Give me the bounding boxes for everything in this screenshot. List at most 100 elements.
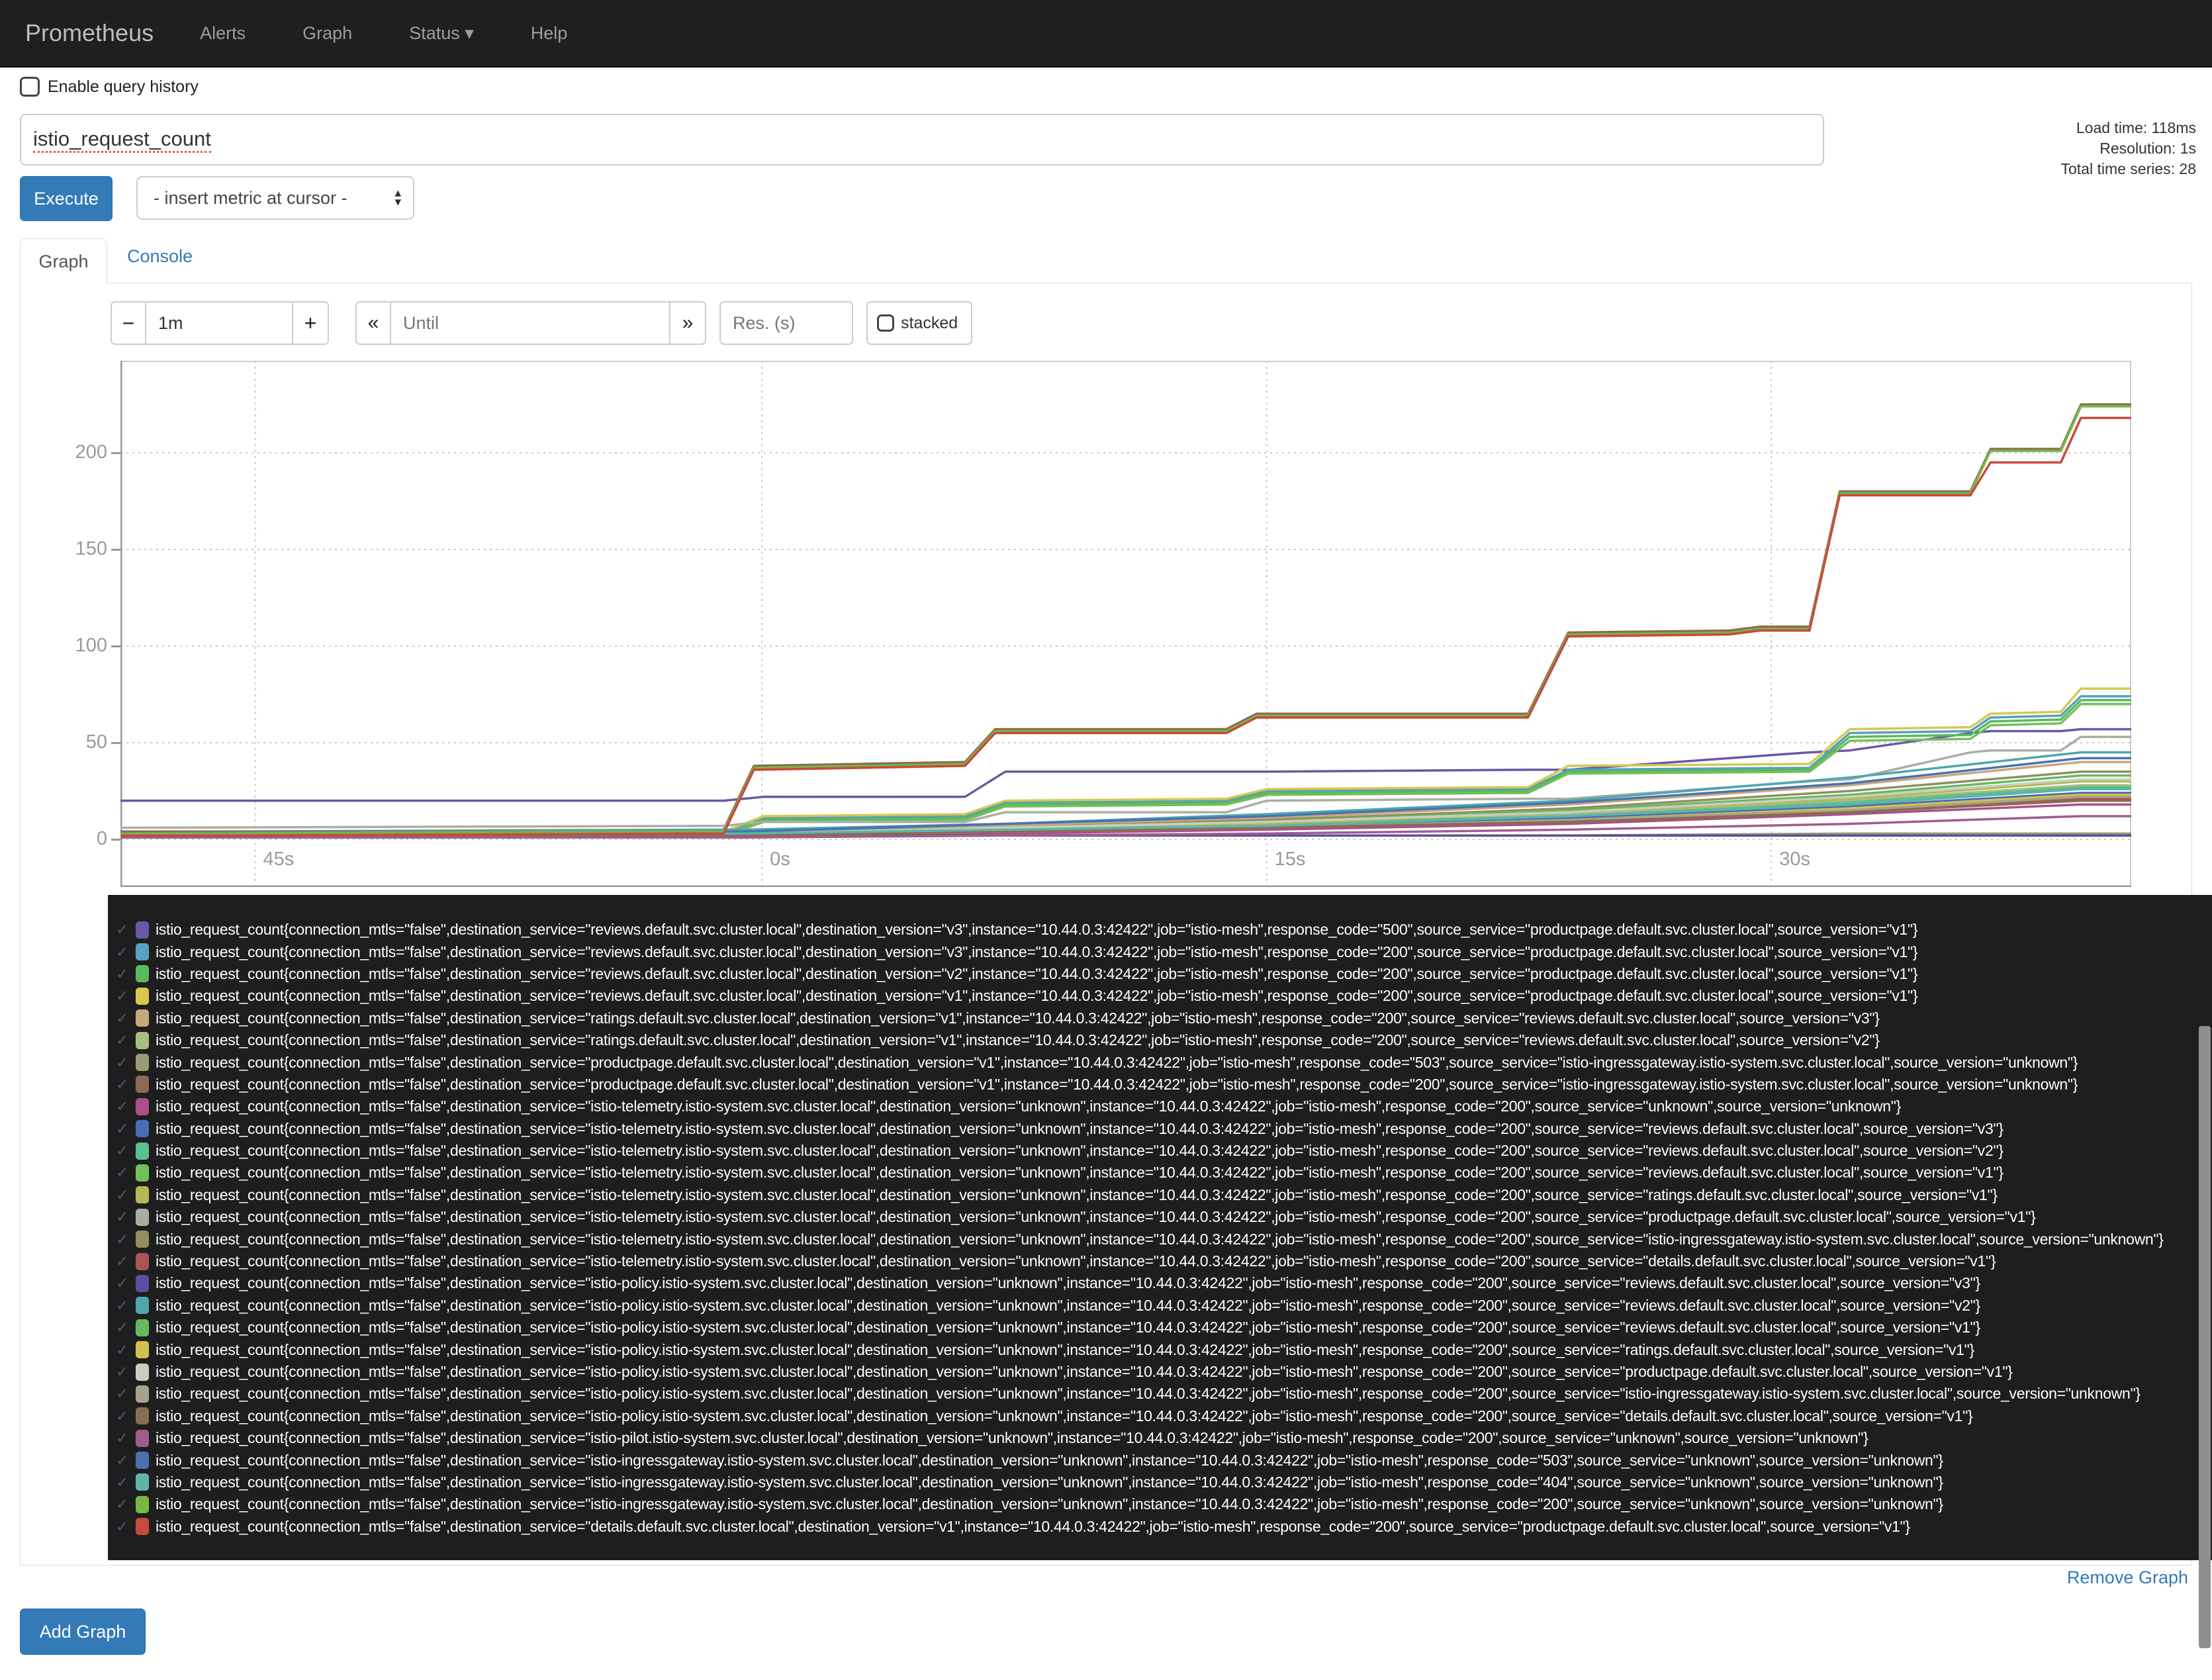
legend-series-label: istio_request_count{connection_mtls="fal… bbox=[156, 1319, 1980, 1336]
legend-row[interactable]: ✓ istio_request_count{connection_mtls="fa… bbox=[108, 1272, 2212, 1294]
legend-check-icon[interactable]: ✓ bbox=[116, 921, 129, 939]
legend-row[interactable]: ✓ istio_request_count{connection_mtls="fa… bbox=[108, 1007, 2212, 1029]
legend-row[interactable]: ✓ istio_request_count{connection_mtls="fa… bbox=[108, 1051, 2212, 1073]
legend-row[interactable]: ✓ istio_request_count{connection_mtls="fa… bbox=[108, 1493, 2212, 1515]
legend-row[interactable]: ✓ istio_request_count{connection_mtls="fa… bbox=[108, 1317, 2212, 1338]
enable-query-history-checkbox[interactable] bbox=[20, 77, 40, 97]
chart-series-line bbox=[120, 695, 2131, 835]
legend-color-swatch bbox=[136, 1097, 149, 1115]
legend-row[interactable]: ✓ istio_request_count{connection_mtls="fa… bbox=[108, 1405, 2212, 1427]
legend-check-icon[interactable]: ✓ bbox=[116, 1031, 129, 1049]
legend-color-swatch bbox=[136, 1385, 149, 1403]
legend-row[interactable]: ✓ istio_request_count{connection_mtls="fa… bbox=[108, 1096, 2212, 1117]
legend-check-icon[interactable]: ✓ bbox=[116, 1363, 129, 1380]
tab-graph[interactable]: Graph bbox=[20, 238, 107, 284]
x-axis-tick-label: 15s bbox=[1274, 849, 1306, 870]
query-input[interactable]: istio_request_count bbox=[20, 114, 1824, 165]
insert-metric-select[interactable]: - insert metric at cursor - ▴ ▾ bbox=[136, 176, 414, 220]
legend-check-icon[interactable]: ✓ bbox=[116, 1097, 129, 1115]
until-input[interactable] bbox=[391, 312, 669, 334]
brand-link[interactable]: Prometheus bbox=[25, 19, 154, 46]
legend-color-swatch bbox=[136, 1429, 149, 1447]
legend-row[interactable]: ✓ istio_request_count{connection_mtls="fa… bbox=[108, 941, 2212, 962]
legend-check-icon[interactable]: ✓ bbox=[116, 1296, 129, 1314]
legend-row[interactable]: ✓ istio_request_count{connection_mtls="fa… bbox=[108, 1471, 2212, 1493]
legend-check-icon[interactable]: ✓ bbox=[116, 1119, 129, 1137]
add-graph-button[interactable]: Add Graph bbox=[20, 1609, 146, 1655]
legend-row[interactable]: ✓ istio_request_count{connection_mtls="fa… bbox=[108, 1383, 2212, 1405]
legend-check-icon[interactable]: ✓ bbox=[116, 1230, 129, 1248]
chart-plot-area[interactable] bbox=[120, 361, 2131, 888]
legend-check-icon[interactable]: ✓ bbox=[116, 964, 129, 982]
legend-series-label: istio_request_count{connection_mtls="fal… bbox=[156, 1495, 1943, 1513]
legend-check-icon[interactable]: ✓ bbox=[116, 1340, 129, 1358]
legend-check-icon[interactable]: ✓ bbox=[116, 987, 129, 1005]
legend-row[interactable]: ✓ istio_request_count{connection_mtls="fa… bbox=[108, 1140, 2212, 1162]
legend-row[interactable]: ✓ istio_request_count{connection_mtls="fa… bbox=[108, 1074, 2212, 1096]
legend-check-icon[interactable]: ✓ bbox=[116, 1517, 129, 1535]
legend-check-icon[interactable]: ✓ bbox=[116, 1319, 129, 1336]
nav-item-help[interactable]: Help bbox=[530, 23, 568, 43]
legend-color-swatch bbox=[136, 1518, 149, 1536]
legend-row[interactable]: ✓ istio_request_count{connection_mtls="fa… bbox=[108, 1361, 2212, 1383]
time-rewind-button[interactable]: « bbox=[355, 301, 391, 345]
time-forward-button[interactable]: » bbox=[670, 301, 706, 345]
legend-color-swatch bbox=[136, 987, 149, 1005]
nav-item-graph[interactable]: Graph bbox=[302, 23, 353, 43]
legend-row[interactable]: ✓ istio_request_count{connection_mtls="fa… bbox=[108, 1295, 2212, 1317]
legend-check-icon[interactable]: ✓ bbox=[116, 1075, 129, 1093]
legend-row[interactable]: ✓ istio_request_count{connection_mtls="fa… bbox=[108, 963, 2212, 985]
nav-items: Alerts Graph Status ▾ Help bbox=[200, 23, 567, 44]
legend-row[interactable]: ✓ istio_request_count{connection_mtls="fa… bbox=[108, 1516, 2212, 1538]
stacked-checkbox[interactable] bbox=[877, 314, 894, 332]
y-axis-tick-mark bbox=[111, 549, 120, 551]
range-input[interactable] bbox=[146, 312, 292, 334]
chart-series-line bbox=[120, 699, 2131, 837]
legend-color-swatch bbox=[136, 1186, 149, 1204]
legend-row[interactable]: ✓ istio_request_count{connection_mtls="fa… bbox=[108, 919, 2212, 941]
legend-check-icon[interactable]: ✓ bbox=[116, 1252, 129, 1270]
legend-check-icon[interactable]: ✓ bbox=[116, 1495, 129, 1513]
legend-check-icon[interactable]: ✓ bbox=[116, 1186, 129, 1203]
legend-row[interactable]: ✓ istio_request_count{connection_mtls="fa… bbox=[108, 1029, 2212, 1051]
y-axis-tick-label: 100 bbox=[75, 635, 107, 656]
legend-row[interactable]: ✓ istio_request_count{connection_mtls="fa… bbox=[108, 1206, 2212, 1228]
x-axis-tick-label: 30s bbox=[1779, 849, 1810, 870]
resolution-input[interactable] bbox=[721, 312, 852, 334]
legend-check-icon[interactable]: ✓ bbox=[116, 1429, 129, 1447]
range-increase-button[interactable]: + bbox=[293, 301, 329, 345]
legend-row[interactable]: ✓ istio_request_count{connection_mtls="fa… bbox=[108, 1427, 2212, 1449]
legend-check-icon[interactable]: ✓ bbox=[116, 1053, 129, 1071]
legend-row[interactable]: ✓ istio_request_count{connection_mtls="fa… bbox=[108, 1184, 2212, 1206]
remove-graph-link[interactable]: Remove Graph bbox=[2066, 1567, 2188, 1587]
execute-button[interactable]: Execute bbox=[20, 176, 113, 221]
legend-check-icon[interactable]: ✓ bbox=[116, 1385, 129, 1403]
navbar: Prometheus Alerts Graph Status ▾ Help bbox=[0, 0, 2212, 68]
nav-item-alerts[interactable]: Alerts bbox=[200, 23, 246, 43]
scrollbar-thumb[interactable] bbox=[2199, 1026, 2211, 1648]
legend-row[interactable]: ✓ istio_request_count{connection_mtls="fa… bbox=[108, 1449, 2212, 1471]
legend-row[interactable]: ✓ istio_request_count{connection_mtls="fa… bbox=[108, 1228, 2212, 1250]
range-decrease-button[interactable]: − bbox=[111, 301, 146, 345]
legend-check-icon[interactable]: ✓ bbox=[116, 1208, 129, 1226]
legend-series-label: istio_request_count{connection_mtls="fal… bbox=[156, 1252, 1996, 1270]
nav-item-status[interactable]: Status ▾ bbox=[409, 23, 474, 43]
chart-series-line bbox=[120, 687, 2131, 835]
range-control-group: − + bbox=[111, 301, 329, 345]
legend-row[interactable]: ✓ istio_request_count{connection_mtls="fa… bbox=[108, 985, 2212, 1007]
tab-console[interactable]: Console bbox=[127, 246, 193, 266]
legend-row[interactable]: ✓ istio_request_count{connection_mtls="fa… bbox=[108, 1162, 2212, 1184]
legend-row[interactable]: ✓ istio_request_count{connection_mtls="fa… bbox=[108, 1338, 2212, 1360]
legend-check-icon[interactable]: ✓ bbox=[116, 1451, 129, 1469]
legend-row[interactable]: ✓ istio_request_count{connection_mtls="fa… bbox=[108, 1118, 2212, 1140]
legend-check-icon[interactable]: ✓ bbox=[116, 1407, 129, 1424]
legend-check-icon[interactable]: ✓ bbox=[116, 1473, 129, 1491]
legend-check-icon[interactable]: ✓ bbox=[116, 1142, 129, 1160]
legend-check-icon[interactable]: ✓ bbox=[116, 1009, 129, 1027]
legend-check-icon[interactable]: ✓ bbox=[116, 943, 129, 960]
legend-series-label: istio_request_count{connection_mtls="fal… bbox=[156, 1517, 1910, 1535]
legend-color-swatch bbox=[136, 1231, 149, 1248]
legend-row[interactable]: ✓ istio_request_count{connection_mtls="fa… bbox=[108, 1250, 2212, 1272]
legend-check-icon[interactable]: ✓ bbox=[116, 1274, 129, 1292]
legend-check-icon[interactable]: ✓ bbox=[116, 1164, 129, 1182]
